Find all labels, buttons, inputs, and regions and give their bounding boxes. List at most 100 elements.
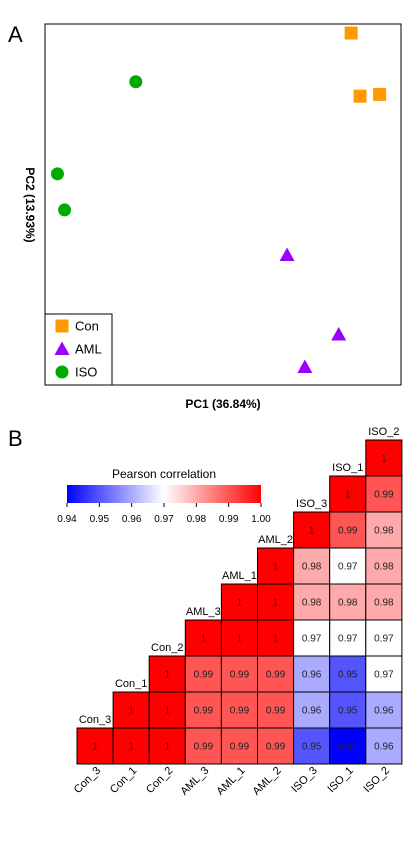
heatmap-cell-value: 0.95	[338, 670, 358, 681]
colorbar-tick-label: 0.98	[187, 514, 207, 525]
heatmap-cell-con-1-aml-1	[220, 691, 258, 729]
heatmap-cell-con-1-aml-2	[257, 691, 295, 729]
heatmap-cell-iso-2-iso-2	[365, 439, 403, 477]
point-iso-3	[58, 203, 72, 217]
legend-label-iso: ISO	[75, 365, 97, 380]
heatmap-cell-value: 0.96	[302, 706, 322, 717]
legend-label-con: Con	[75, 319, 99, 334]
heatmap-cell-aml-3-aml-2	[257, 619, 295, 657]
heatmap-cell-value: 0.99	[230, 742, 250, 753]
heatmap-cell-value: 0.99	[266, 742, 286, 753]
x-label-aml-1: AML_1	[214, 765, 247, 798]
heatmap-cell-value: 0.95	[302, 742, 322, 753]
panel-a-label: A	[8, 22, 23, 47]
colorbar-ticks: 0.94 0.95 0.96 0.97 0.98 0.99 1.00	[57, 503, 271, 525]
colorbar-tick-label: 0.97	[154, 514, 174, 525]
diag-label-iso-2: ISO_2	[368, 426, 399, 438]
heatmap-cell-value: 0.97	[374, 670, 394, 681]
pca-y-axis-label: PC2 (13.93%)	[23, 167, 37, 242]
heatmap-cell-value: 0.99	[266, 670, 286, 681]
colorbar-tick-label: 0.99	[219, 514, 239, 525]
diag-label-aml-2: AML_2	[258, 534, 293, 546]
point-iso-1	[129, 75, 143, 89]
heatmap-cell-value: 0.99	[230, 706, 250, 717]
heatmap-cell-value: 1	[92, 742, 98, 753]
heatmap-cell-value: 0.94	[338, 742, 358, 753]
heatmap-cell-con-2-iso-1	[329, 655, 367, 693]
point-con-1	[344, 26, 358, 40]
heatmap-cell-aml-1-aml-2	[257, 583, 295, 621]
heatmap-cell-aml-1-aml-1	[220, 583, 258, 621]
x-label-con-1: Con_1	[108, 765, 139, 796]
colorbar-tick-label: 0.95	[90, 514, 110, 525]
heatmap-cell-aml-3-iso-2	[365, 619, 403, 657]
heatmap-cell-value: 0.98	[302, 562, 322, 573]
pca-x-axis-label: PC1 (36.84%)	[185, 397, 260, 411]
diag-label-con-3: Con_3	[79, 714, 111, 726]
heatmap-cell-aml-2-iso-2	[365, 547, 403, 585]
heatmap-cell-con-1-con-1	[112, 691, 150, 729]
heatmap-cell-con-2-iso-3	[293, 655, 331, 693]
diag-label-con-2: Con_2	[151, 642, 183, 654]
heatmap-cell-value: 0.97	[338, 634, 358, 645]
x-label-aml-3: AML_3	[178, 765, 211, 798]
heatmap-cell-value: 0.99	[230, 670, 250, 681]
heatmap-cell-value: 0.98	[374, 598, 394, 609]
pca-legend: Con AML ISO	[44, 313, 113, 386]
colorbar-tick-label: 0.94	[57, 514, 77, 525]
heatmap-cell-con-1-iso-2	[365, 691, 403, 729]
heatmap-cell-value: 0.97	[338, 562, 358, 573]
diag-label-iso-3: ISO_3	[296, 498, 327, 510]
panel-b-label: B	[8, 426, 23, 451]
heatmap-cell-value: 1	[273, 598, 279, 609]
heatmap-cell-value: 0.98	[374, 526, 394, 537]
heatmap-cell-value: 1	[237, 598, 243, 609]
heatmap-cell-value: 1	[201, 634, 207, 645]
point-aml-3	[297, 359, 313, 373]
correlation-heatmap: 1 1 1 0.99 0.99 0.99 0.95 0.94 0.96 1 1 0.99 0.99 0.9…	[76, 439, 403, 765]
point-aml-2	[331, 326, 347, 341]
heatmap-cell-value: 0.96	[374, 742, 394, 753]
heatmap-cell-iso-1-iso-2	[365, 475, 403, 513]
point-con-3	[373, 87, 387, 101]
legend-marker-con	[55, 319, 69, 333]
heatmap-cell-con-3-con-2	[148, 727, 186, 765]
heatmap-cell-value: 0.99	[266, 706, 286, 717]
heatmap-cell-value: 1	[128, 742, 134, 753]
heatmap-cell-value: 1	[381, 454, 387, 465]
legend-marker-aml	[54, 341, 70, 355]
heatmap-cell-aml-1-iso-2	[365, 583, 403, 621]
diag-label-aml-3: AML_3	[186, 606, 221, 618]
legend-label-aml: AML	[75, 342, 102, 357]
x-label-iso-3: ISO_3	[289, 765, 320, 796]
heatmap-cell-aml-2-iso-1	[329, 547, 367, 585]
colorbar-title: Pearson correlation	[112, 467, 216, 481]
heatmap-cell-value: 1	[309, 526, 315, 537]
heatmap-cell-value: 0.99	[194, 670, 214, 681]
heatmap-cell-aml-2-iso-3	[293, 547, 331, 585]
heatmap-cell-value: 1	[237, 634, 243, 645]
colorbar-tick-label: 1.00	[251, 514, 271, 525]
heatmap-cell-aml-2-aml-2	[257, 547, 295, 585]
heatmap-cell-value: 0.99	[374, 490, 394, 501]
heatmap-cell-value: 1	[164, 670, 170, 681]
heatmap-cell-value: 0.99	[338, 526, 358, 537]
heatmap-cell-iso-3-iso-2	[365, 511, 403, 549]
diag-label-iso-1: ISO_1	[332, 462, 363, 474]
x-label-iso-1: ISO_1	[325, 765, 356, 796]
heatmap-cell-value: 0.97	[302, 634, 322, 645]
heatmap-cell-value: 1	[273, 562, 279, 573]
heatmap-cell-value: 0.96	[374, 706, 394, 717]
point-con-2	[353, 89, 367, 103]
heatmap-cell-value: 0.99	[194, 706, 214, 717]
heatmap-cell-con-3-aml-1	[220, 727, 258, 765]
x-label-con-3: Con_3	[72, 765, 103, 796]
heatmap-cell-value: 0.95	[338, 706, 358, 717]
x-label-aml-2: AML_2	[251, 765, 284, 798]
heatmap-cell-con-3-iso-2	[365, 727, 403, 765]
point-iso-2	[50, 167, 64, 181]
colorbar	[67, 485, 261, 503]
heatmap-cell-value: 1	[345, 490, 351, 501]
x-label-con-2: Con_2	[144, 765, 175, 796]
